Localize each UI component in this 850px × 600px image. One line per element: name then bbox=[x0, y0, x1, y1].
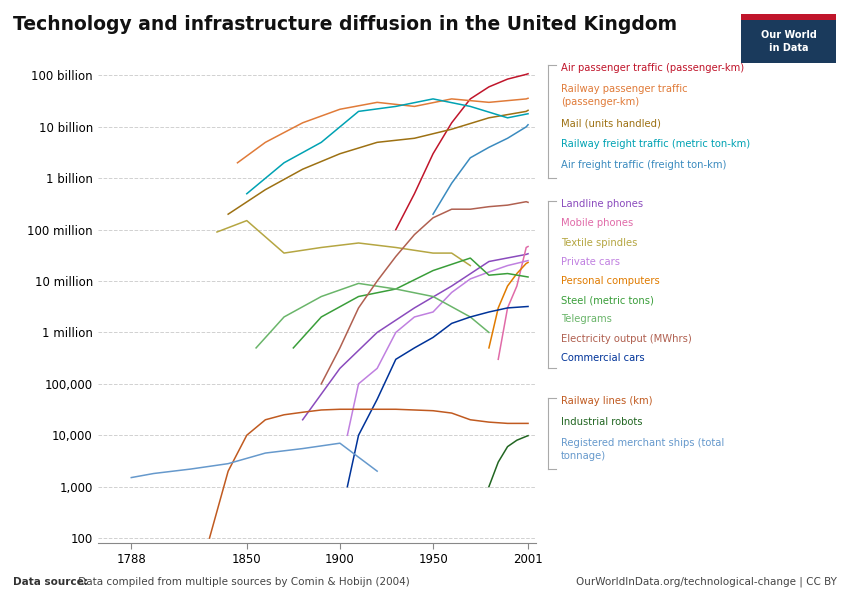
Text: Industrial robots: Industrial robots bbox=[561, 417, 643, 427]
FancyBboxPatch shape bbox=[741, 14, 836, 20]
Text: Mobile phones: Mobile phones bbox=[561, 218, 633, 229]
Text: Electricity output (MWhrs): Electricity output (MWhrs) bbox=[561, 334, 692, 344]
Text: Data source:: Data source: bbox=[13, 577, 88, 587]
Text: Personal computers: Personal computers bbox=[561, 276, 660, 286]
Text: Railway passenger traffic: Railway passenger traffic bbox=[561, 84, 688, 94]
Text: Textile spindles: Textile spindles bbox=[561, 238, 638, 248]
Text: tonnage): tonnage) bbox=[561, 451, 606, 461]
Text: Private cars: Private cars bbox=[561, 257, 620, 267]
Text: Telegrams: Telegrams bbox=[561, 314, 612, 325]
Text: Air freight traffic (freight ton-km): Air freight traffic (freight ton-km) bbox=[561, 160, 727, 170]
Text: Commercial cars: Commercial cars bbox=[561, 353, 644, 363]
Text: Registered merchant ships (total: Registered merchant ships (total bbox=[561, 438, 724, 448]
Text: Railway lines (km): Railway lines (km) bbox=[561, 396, 653, 406]
Text: Air passenger traffic (passenger-km): Air passenger traffic (passenger-km) bbox=[561, 63, 744, 73]
Text: Mail (units handled): Mail (units handled) bbox=[561, 118, 661, 128]
FancyBboxPatch shape bbox=[741, 14, 836, 63]
Text: Technology and infrastructure diffusion in the United Kingdom: Technology and infrastructure diffusion … bbox=[13, 15, 677, 34]
Text: (passenger-km): (passenger-km) bbox=[561, 97, 639, 107]
Text: Our World
in Data: Our World in Data bbox=[761, 30, 817, 53]
Text: Steel (metric tons): Steel (metric tons) bbox=[561, 295, 654, 305]
Text: Landline phones: Landline phones bbox=[561, 199, 643, 209]
Text: Data compiled from multiple sources by Comin & Hobijn (2004): Data compiled from multiple sources by C… bbox=[75, 577, 410, 587]
Text: OurWorldInData.org/technological-change | CC BY: OurWorldInData.org/technological-change … bbox=[576, 576, 837, 587]
Text: Railway freight traffic (metric ton-km): Railway freight traffic (metric ton-km) bbox=[561, 139, 750, 149]
